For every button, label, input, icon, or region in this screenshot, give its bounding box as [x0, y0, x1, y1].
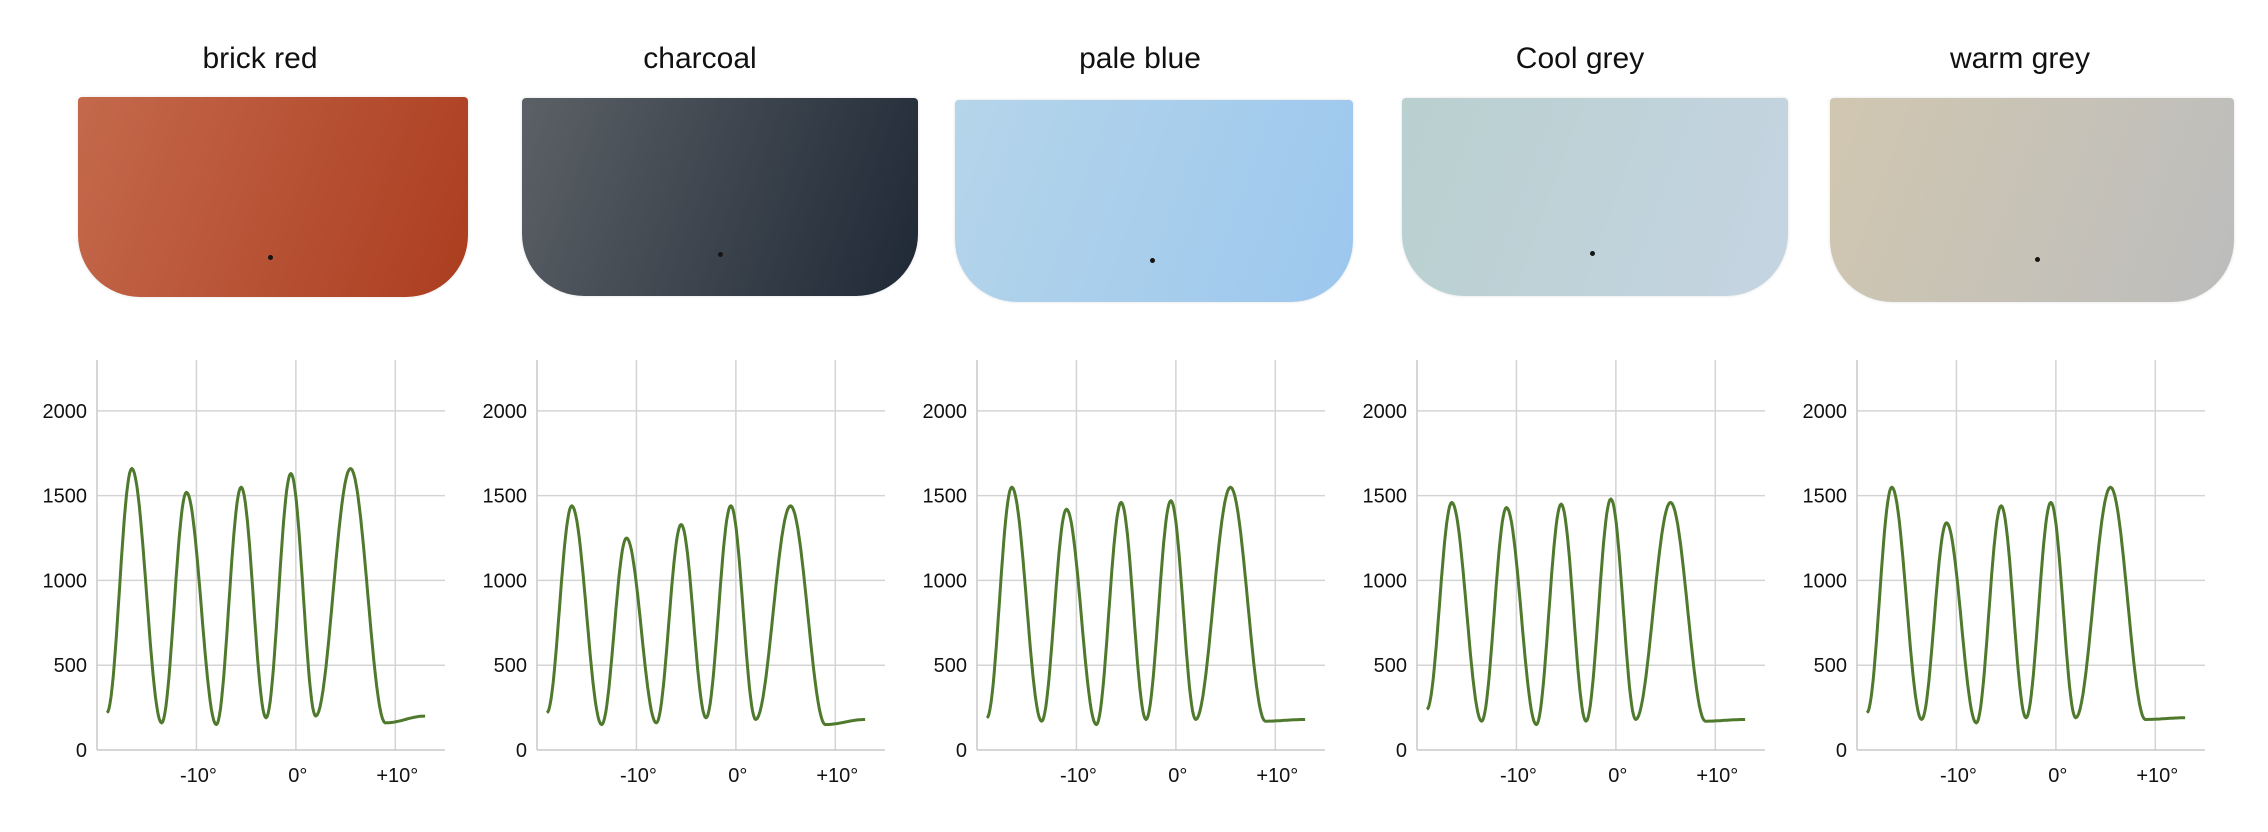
y-tick-label: 1000 [43, 570, 88, 592]
y-tick-label: 1000 [923, 570, 968, 592]
color-swatch [1830, 98, 2234, 302]
swatch-title: Cool grey [1515, 42, 1645, 75]
y-tick-label: 1000 [483, 570, 528, 592]
y-tick-label: 500 [934, 655, 967, 677]
y-tick-label: 2000 [923, 401, 968, 423]
color-panel: brick red 0 500 1000 1500 2000 -10° 0° +10° [40, 0, 480, 832]
y-tick-label: 500 [54, 655, 87, 677]
x-tick-label: +10° [816, 765, 858, 787]
y-tick-label: 2000 [1803, 401, 1848, 423]
y-tick-label: 0 [516, 740, 527, 762]
series-line [545, 504, 866, 727]
swatch-dot [1150, 258, 1155, 263]
x-tick-label: 0° [728, 765, 747, 787]
series-line [105, 467, 426, 727]
y-tick-label: 1500 [43, 486, 88, 508]
swatch-dot [2035, 257, 2040, 262]
x-tick-label: -10° [620, 765, 657, 787]
y-tick-label: 0 [1396, 740, 1407, 762]
x-tick-label: 0° [288, 765, 307, 787]
x-tick-label: -10° [1060, 765, 1097, 787]
y-tick-label: 1500 [923, 486, 968, 508]
y-tick-label: 2000 [1363, 401, 1408, 423]
color-panel: Cool grey 0 500 1000 1500 2000 -10° 0° +10° [1360, 0, 1800, 832]
y-tick-label: 0 [76, 740, 87, 762]
y-tick-label: 1500 [1803, 486, 1848, 508]
color-swatch [78, 97, 468, 297]
x-tick-label: +10° [2136, 765, 2178, 787]
swatch-dot [1590, 251, 1595, 256]
line-chart: 0 500 1000 1500 2000 -10° 0° +10° [43, 360, 445, 787]
y-tick-label: 0 [1836, 740, 1847, 762]
y-tick-label: 0 [956, 740, 967, 762]
color-panel: pale blue 0 500 1000 1500 2000 -10° 0° +10° [920, 0, 1360, 832]
line-chart: 0 500 1000 1500 2000 -10° 0° +10° [1363, 360, 1765, 787]
line-chart: 0 500 1000 1500 2000 -10° 0° +10° [1803, 360, 2205, 787]
swatch-title: brick red [202, 42, 318, 75]
x-tick-label: +10° [376, 765, 418, 787]
x-tick-label: +10° [1256, 765, 1298, 787]
line-chart: 0 500 1000 1500 2000 -10° 0° +10° [923, 360, 1325, 787]
color-swatch [955, 100, 1353, 302]
series-line [1425, 497, 1746, 727]
line-chart: 0 500 1000 1500 2000 -10° 0° +10° [483, 360, 885, 787]
series-line [985, 485, 1306, 727]
swatch-dot [718, 252, 723, 257]
y-tick-label: 1000 [1363, 570, 1408, 592]
color-panel: warm grey 0 500 1000 1500 2000 -10° 0° +10° [1800, 0, 2240, 832]
y-tick-label: 1000 [1803, 570, 1848, 592]
y-tick-label: 500 [1374, 655, 1407, 677]
swatch-title: pale blue [1079, 42, 1201, 75]
color-panel: charcoal 0 500 1000 1500 2000 -10° 0° +10° [480, 0, 920, 832]
color-swatch [522, 98, 918, 296]
swatch-title: charcoal [643, 42, 757, 75]
swatch-dot [268, 255, 273, 260]
swatch-title: warm grey [1949, 42, 2091, 75]
x-tick-label: 0° [2048, 765, 2067, 787]
y-tick-label: 2000 [483, 401, 528, 423]
x-tick-label: -10° [1500, 765, 1537, 787]
x-tick-label: +10° [1696, 765, 1738, 787]
y-tick-label: 500 [494, 655, 527, 677]
y-tick-label: 2000 [43, 401, 88, 423]
color-swatch [1402, 98, 1788, 296]
y-tick-label: 500 [1814, 655, 1847, 677]
x-tick-label: -10° [180, 765, 217, 787]
x-tick-label: 0° [1168, 765, 1187, 787]
x-tick-label: 0° [1608, 765, 1627, 787]
y-tick-label: 1500 [1363, 486, 1408, 508]
series-line [1865, 485, 2186, 725]
x-tick-label: -10° [1940, 765, 1977, 787]
y-tick-label: 1500 [483, 486, 528, 508]
